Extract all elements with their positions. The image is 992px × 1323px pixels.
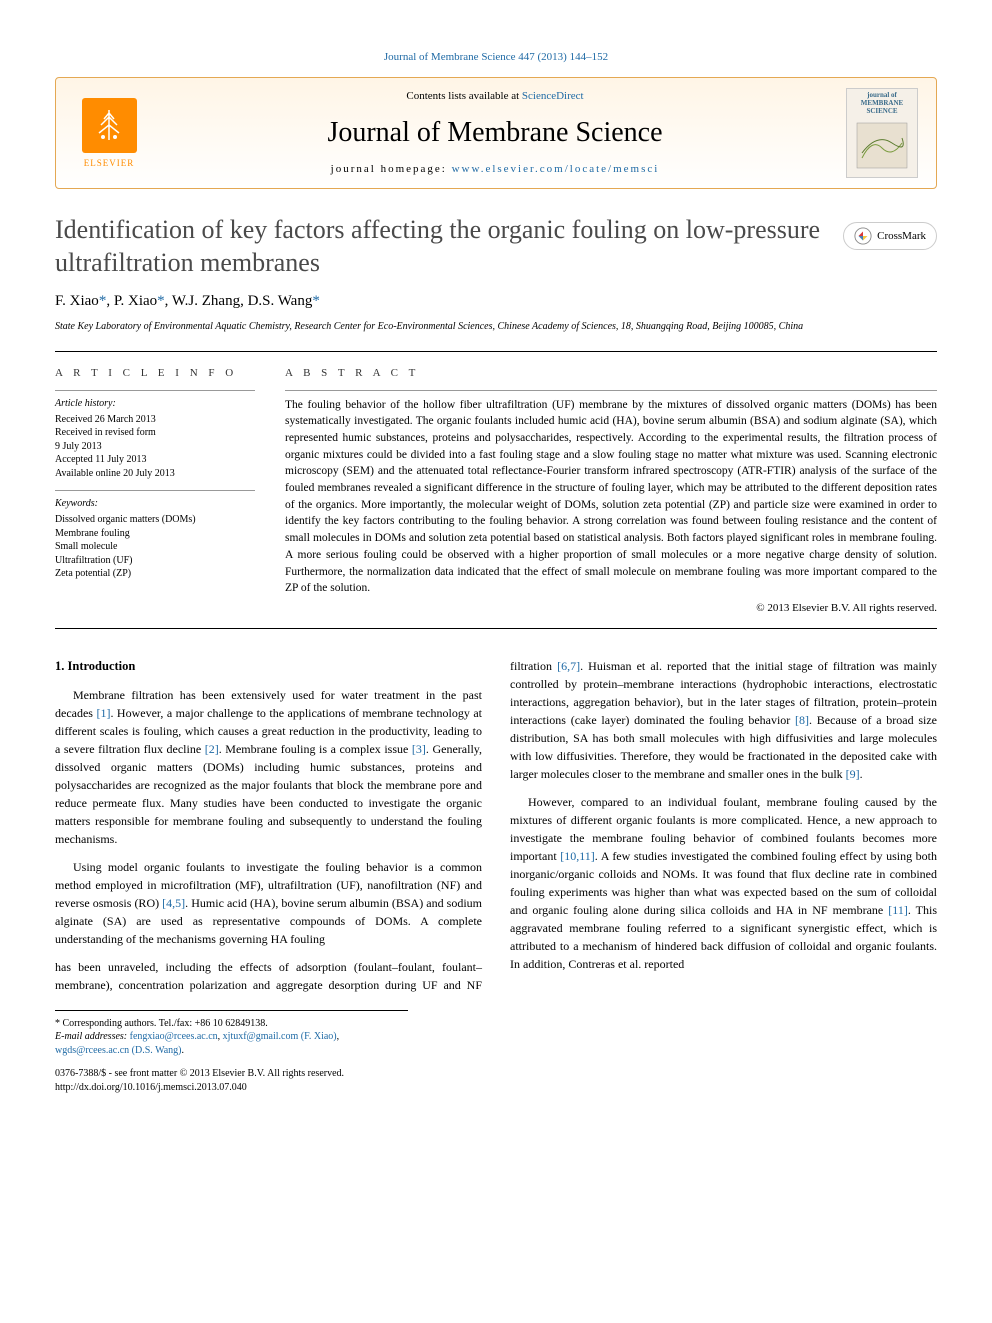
keyword-1: Membrane fouling <box>55 527 255 541</box>
crossmark-badge[interactable]: CrossMark <box>843 222 937 250</box>
ref-6-7[interactable]: [6,7] <box>557 659 580 673</box>
contents-line: Contents lists available at ScienceDirec… <box>144 89 846 104</box>
p1c: . Membrane fouling is a complex issue <box>219 742 412 756</box>
header-citation[interactable]: Journal of Membrane Science 447 (2013) 1… <box>55 50 937 65</box>
contents-prefix: Contents lists available at <box>406 90 521 102</box>
crossmark-icon <box>854 227 872 245</box>
body-text: 1. Introduction Membrane filtration has … <box>55 657 937 994</box>
p3d: . <box>860 767 863 781</box>
history-line-3: Accepted 11 July 2013 <box>55 453 255 467</box>
homepage-link[interactable]: www.elsevier.com/locate/memsci <box>452 163 660 175</box>
keyword-3: Ultrafiltration (UF) <box>55 554 255 568</box>
history-line-4: Available online 20 July 2013 <box>55 467 255 481</box>
keyword-4: Zeta potential (ZP) <box>55 567 255 581</box>
article-info-heading: A R T I C L E I N F O <box>55 366 255 381</box>
author-3-mark[interactable]: * <box>312 293 320 309</box>
email-3[interactable]: wgds@rcees.ac.cn (D.S. Wang) <box>55 1045 182 1056</box>
author-1: F. Xiao <box>55 293 99 309</box>
journal-cover-thumbnail[interactable]: journal of MEMBRANE SCIENCE <box>846 88 918 178</box>
elsevier-tree-icon <box>82 98 137 153</box>
article-info-sidebar: A R T I C L E I N F O Article history: R… <box>55 366 255 616</box>
ref-8[interactable]: [8] <box>795 713 809 727</box>
divider-top <box>55 351 937 352</box>
authors-line: F. Xiao*, P. Xiao*, W.J. Zhang, D.S. Wan… <box>55 291 937 312</box>
ref-9[interactable]: [9] <box>846 767 860 781</box>
email-line: E-mail addresses: fengxiao@rcees.ac.cn, … <box>55 1030 408 1057</box>
abstract-block: A B S T R A C T The fouling behavior of … <box>285 366 937 616</box>
ref-3[interactable]: [3] <box>412 742 426 756</box>
doi-line: http://dx.doi.org/10.1016/j.memsci.2013.… <box>55 1081 937 1095</box>
author-2: , P. Xiao <box>106 293 157 309</box>
corresponding-author-note: * Corresponding authors. Tel./fax: +86 1… <box>55 1017 408 1031</box>
p1d: . Generally, dissolved organic matters (… <box>55 742 482 846</box>
footnotes: * Corresponding authors. Tel./fax: +86 1… <box>55 1010 408 1058</box>
history-line-0: Received 26 March 2013 <box>55 413 255 427</box>
ref-1[interactable]: [1] <box>96 706 110 720</box>
author-2-mark[interactable]: * <box>157 293 165 309</box>
cover-title: journal of MEMBRANE SCIENCE <box>850 92 914 115</box>
email-2[interactable]: xjtuxf@gmail.com (F. Xiao) <box>223 1031 337 1042</box>
crossmark-label: CrossMark <box>877 229 926 244</box>
paragraph-4: However, compared to an individual foula… <box>510 793 937 973</box>
article-title: Identification of key factors affecting … <box>55 214 823 279</box>
journal-homepage: journal homepage: www.elsevier.com/locat… <box>144 162 846 177</box>
ref-2[interactable]: [2] <box>205 742 219 756</box>
history-line-2: 9 July 2013 <box>55 440 255 454</box>
email-sep-2: , <box>337 1031 340 1042</box>
ref-10-11[interactable]: [10,11] <box>560 849 595 863</box>
sciencedirect-link[interactable]: ScienceDirect <box>522 90 584 102</box>
author-rest: , W.J. Zhang, D.S. Wang <box>165 293 313 309</box>
keyword-2: Small molecule <box>55 540 255 554</box>
abstract-heading: A B S T R A C T <box>285 366 937 381</box>
bottom-meta: 0376-7388/$ - see front matter © 2013 El… <box>55 1067 937 1094</box>
divider-bottom <box>55 628 937 629</box>
journal-header-box: ELSEVIER Contents lists available at Sci… <box>55 77 937 189</box>
ref-4-5[interactable]: [4,5] <box>162 896 185 910</box>
email-1[interactable]: fengxiao@rcees.ac.cn <box>130 1031 218 1042</box>
abstract-text: The fouling behavior of the hollow fiber… <box>285 390 937 597</box>
email-end: . <box>182 1045 185 1056</box>
section-1-heading: 1. Introduction <box>55 657 482 676</box>
keyword-0: Dissolved organic matters (DOMs) <box>55 513 255 527</box>
keywords-label: Keywords: <box>55 497 255 511</box>
elsevier-logo[interactable]: ELSEVIER <box>74 93 144 173</box>
paragraph-1: Membrane filtration has been extensively… <box>55 686 482 848</box>
homepage-prefix: journal homepage: <box>331 163 452 175</box>
elsevier-label: ELSEVIER <box>84 157 135 170</box>
affiliation: State Key Laboratory of Environmental Aq… <box>55 320 937 333</box>
email-label: E-mail addresses: <box>55 1031 130 1042</box>
history-line-1: Received in revised form <box>55 426 255 440</box>
ref-11[interactable]: [11] <box>888 903 908 917</box>
issn-line: 0376-7388/$ - see front matter © 2013 El… <box>55 1067 937 1081</box>
paragraph-2: Using model organic foulants to investig… <box>55 858 482 948</box>
abstract-copyright: © 2013 Elsevier B.V. All rights reserved… <box>285 601 937 616</box>
journal-name: Journal of Membrane Science <box>144 113 846 152</box>
history-label: Article history: <box>55 397 255 411</box>
